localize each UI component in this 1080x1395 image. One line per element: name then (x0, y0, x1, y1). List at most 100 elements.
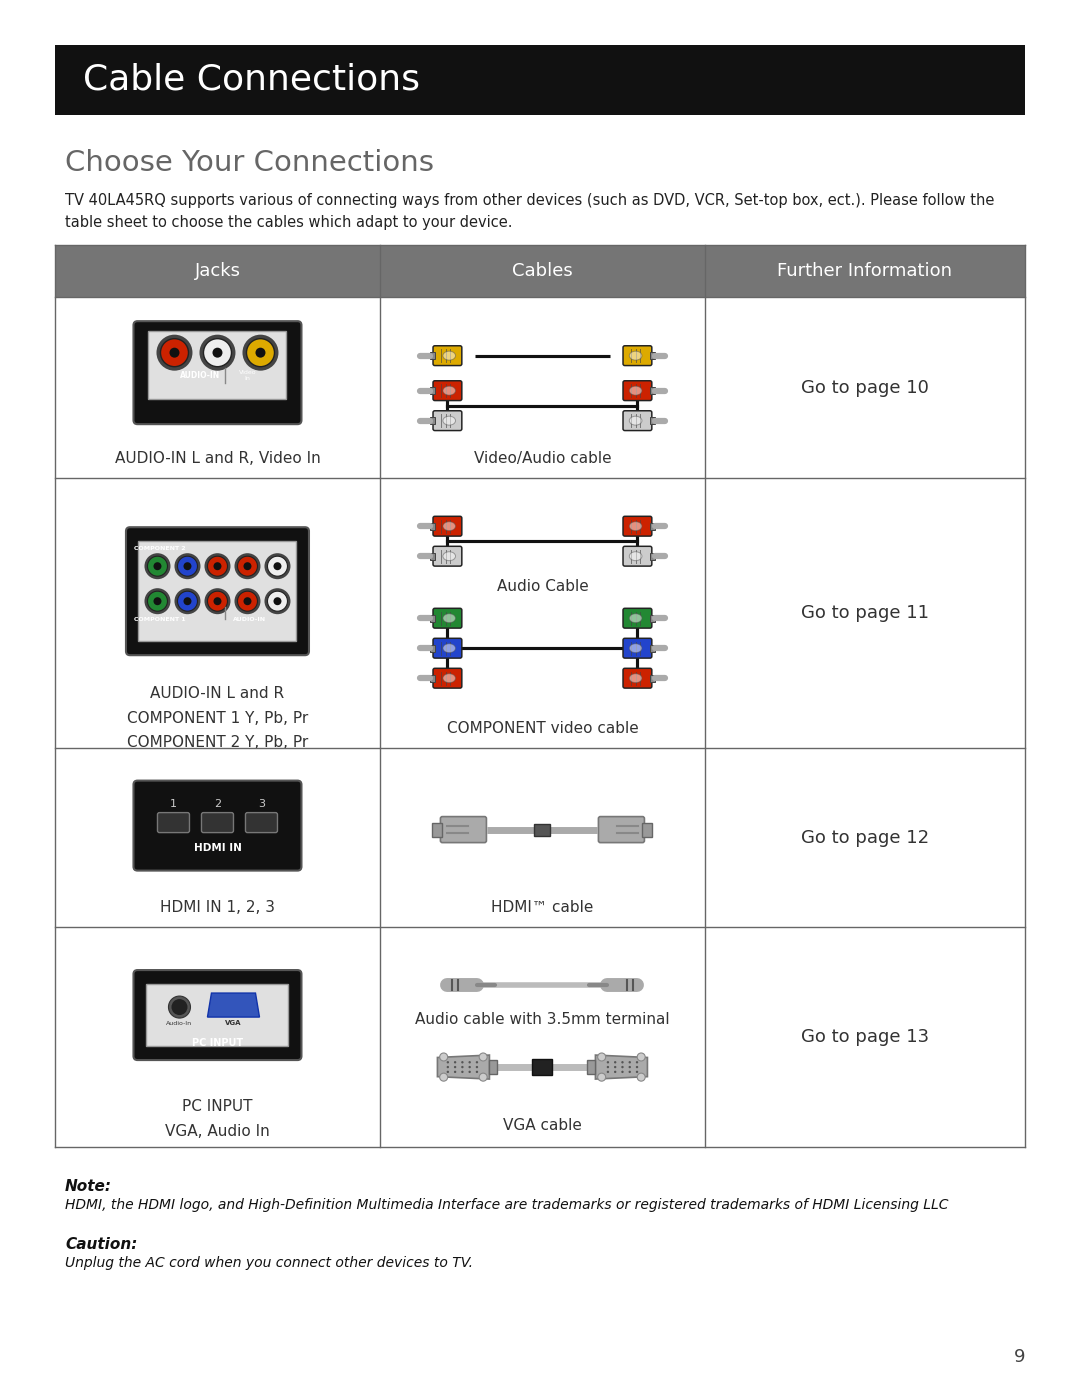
Bar (148, 331, 286, 399)
Circle shape (476, 1071, 478, 1073)
Bar (650, 615, 654, 622)
FancyBboxPatch shape (623, 410, 652, 431)
Ellipse shape (630, 416, 642, 425)
Ellipse shape (443, 352, 456, 360)
Bar (432, 823, 443, 837)
Text: 9: 9 (1013, 1348, 1025, 1366)
Text: COMPONENT 2: COMPONENT 2 (134, 547, 186, 551)
Circle shape (256, 347, 266, 357)
Circle shape (476, 1062, 478, 1063)
Bar (430, 552, 435, 559)
FancyBboxPatch shape (623, 608, 652, 628)
Text: Jacks: Jacks (194, 262, 241, 280)
Circle shape (153, 597, 162, 605)
FancyBboxPatch shape (433, 410, 462, 431)
Text: Audio cable with 3.5mm terminal: Audio cable with 3.5mm terminal (415, 1011, 670, 1027)
Circle shape (607, 1071, 609, 1073)
Text: Go to page 10: Go to page 10 (801, 378, 929, 396)
Circle shape (454, 1071, 457, 1073)
FancyBboxPatch shape (433, 547, 462, 566)
Circle shape (145, 554, 171, 579)
Text: COMPONENT 1: COMPONENT 1 (134, 617, 186, 622)
Text: Note:: Note: (65, 1179, 112, 1194)
Circle shape (207, 591, 228, 611)
Bar (650, 386, 654, 395)
Circle shape (177, 557, 198, 576)
FancyBboxPatch shape (126, 527, 309, 656)
Circle shape (461, 1071, 463, 1073)
Circle shape (480, 1073, 487, 1081)
Circle shape (265, 554, 291, 579)
Bar (650, 417, 654, 424)
Circle shape (440, 1073, 448, 1081)
Circle shape (597, 1073, 606, 1081)
Circle shape (476, 1066, 478, 1069)
Bar (430, 523, 435, 530)
Circle shape (454, 1062, 457, 1063)
Bar (147, 983, 288, 1046)
Circle shape (597, 1053, 606, 1062)
Circle shape (447, 1071, 449, 1073)
FancyBboxPatch shape (598, 816, 645, 843)
Polygon shape (207, 993, 259, 1017)
Bar (430, 417, 435, 424)
Text: HDMI IN: HDMI IN (193, 843, 242, 852)
Ellipse shape (443, 522, 456, 530)
Circle shape (204, 589, 230, 614)
Text: AUDIO-IN: AUDIO-IN (232, 617, 266, 622)
FancyBboxPatch shape (433, 516, 462, 536)
Circle shape (148, 591, 167, 611)
Circle shape (607, 1062, 609, 1063)
Circle shape (447, 1066, 449, 1069)
Circle shape (629, 1066, 631, 1069)
Bar (430, 644, 435, 651)
Ellipse shape (630, 386, 642, 395)
Bar (430, 386, 435, 395)
Circle shape (177, 591, 198, 611)
FancyBboxPatch shape (623, 381, 652, 400)
Bar (430, 352, 435, 360)
Text: Audio Cable: Audio Cable (497, 579, 589, 594)
Circle shape (621, 1071, 623, 1073)
Circle shape (636, 1062, 638, 1063)
Circle shape (243, 335, 279, 371)
Circle shape (207, 557, 228, 576)
Circle shape (637, 1053, 645, 1062)
Text: PC INPUT
VGA, Audio In: PC INPUT VGA, Audio In (165, 1099, 270, 1138)
Ellipse shape (630, 352, 642, 360)
Text: Go to page 12: Go to page 12 (801, 829, 929, 847)
Ellipse shape (630, 674, 642, 682)
Circle shape (469, 1071, 471, 1073)
Circle shape (153, 562, 162, 571)
FancyBboxPatch shape (245, 813, 278, 833)
Ellipse shape (443, 643, 456, 653)
Polygon shape (437, 1055, 489, 1080)
FancyBboxPatch shape (623, 668, 652, 688)
Text: AUDIO-IN L and R, Video In: AUDIO-IN L and R, Video In (114, 451, 321, 466)
Circle shape (447, 1062, 449, 1063)
Circle shape (214, 597, 221, 605)
Ellipse shape (443, 674, 456, 682)
Circle shape (238, 591, 257, 611)
Circle shape (469, 1062, 471, 1063)
FancyBboxPatch shape (202, 813, 233, 833)
Circle shape (204, 554, 230, 579)
FancyBboxPatch shape (134, 970, 301, 1060)
Text: VGA: VGA (226, 1020, 242, 1027)
FancyBboxPatch shape (134, 781, 301, 870)
Circle shape (607, 1066, 609, 1069)
FancyBboxPatch shape (441, 816, 486, 843)
Text: Choose Your Connections: Choose Your Connections (65, 149, 434, 177)
FancyBboxPatch shape (433, 381, 462, 400)
FancyBboxPatch shape (433, 668, 462, 688)
Ellipse shape (630, 614, 642, 622)
Text: 1: 1 (170, 798, 177, 809)
Circle shape (273, 597, 282, 605)
Circle shape (454, 1066, 457, 1069)
Bar (55, 45, 1025, 114)
Circle shape (636, 1066, 638, 1069)
Bar (535, 823, 551, 836)
Text: Cable Connections: Cable Connections (83, 63, 420, 98)
Circle shape (461, 1066, 463, 1069)
Circle shape (243, 597, 252, 605)
